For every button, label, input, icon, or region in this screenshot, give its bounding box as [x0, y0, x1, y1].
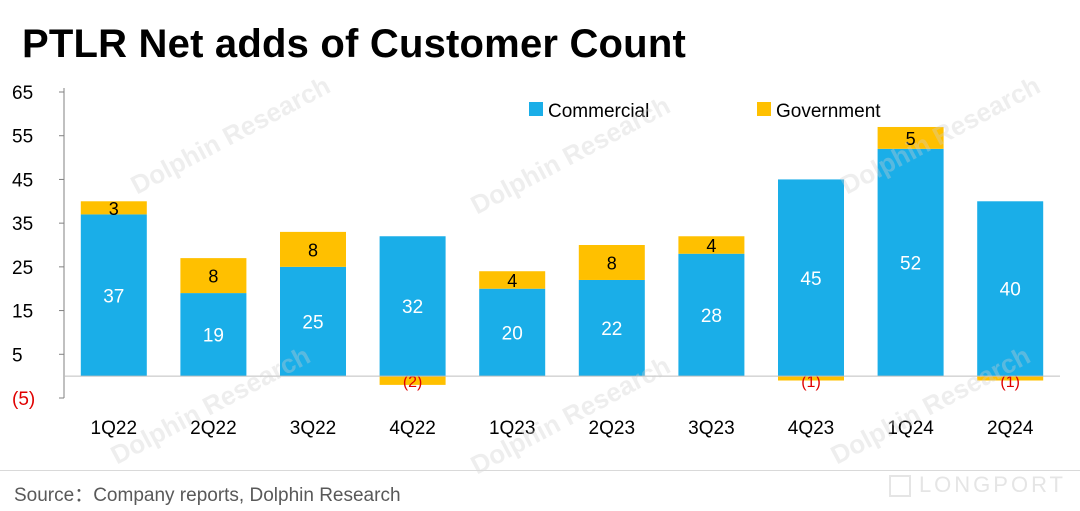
data-label-government: 8: [208, 267, 218, 287]
data-label-government: 5: [906, 129, 916, 149]
y-tick-label: 25: [12, 258, 33, 279]
data-label-government: 3: [109, 199, 119, 219]
data-label-government: 4: [507, 271, 517, 291]
bar-commercial: [379, 236, 446, 377]
data-label-commercial: 45: [800, 269, 821, 290]
footer-divider: [0, 470, 1080, 471]
legend-label-government: Government: [776, 101, 881, 122]
x-tick-label: 1Q22: [91, 418, 137, 439]
bar-government: [977, 376, 1044, 381]
y-tick-label: (5): [12, 389, 35, 410]
data-label-government: 8: [607, 253, 617, 273]
brand-logo-icon: [888, 475, 911, 498]
data-label-government: 8: [308, 240, 318, 260]
data-label-government: 4: [706, 236, 716, 256]
bar-government: [678, 236, 745, 254]
x-tick-label: 2Q24: [987, 418, 1034, 439]
legend: Commercial Government: [529, 101, 881, 122]
y-tick-label: 45: [12, 170, 33, 191]
data-label-commercial: 52: [900, 253, 921, 274]
bar-commercial: [578, 279, 645, 377]
data-label-government: (1): [1000, 374, 1020, 391]
x-tick-label: 4Q22: [389, 418, 435, 439]
bar-government: [280, 231, 346, 267]
brand-logo-text: LONGPORT: [918, 472, 1066, 497]
legend-swatch-government: [757, 102, 771, 116]
x-tick-label: 3Q23: [688, 418, 734, 439]
x-tick-label: 1Q23: [489, 418, 535, 439]
bar-commercial: [479, 288, 546, 377]
bar-government: [180, 258, 247, 294]
bar-commercial: [80, 214, 147, 377]
y-tick-label: 65: [12, 83, 33, 104]
legend-swatch-commercial: [529, 102, 543, 116]
bar-commercial: [678, 253, 745, 377]
data-label-commercial: 19: [203, 326, 224, 347]
bar-commercial: [180, 293, 247, 377]
source-note: Source：Company reports, Dolphin Research: [14, 485, 401, 506]
bar-commercial: [877, 148, 944, 377]
data-label-commercial: 37: [103, 286, 124, 307]
data-label-government: (2): [403, 374, 423, 391]
legend-label-commercial: Commercial: [548, 101, 649, 122]
data-label-government: (1): [801, 374, 821, 391]
bar-commercial: [778, 179, 844, 377]
bar-commercial: [280, 266, 346, 377]
brand-logo: LONGPORT: [888, 472, 1066, 498]
data-label-commercial: 28: [701, 306, 722, 327]
y-tick-label: 5: [12, 345, 23, 366]
bars-layer: 37 3 19 8 25 8 32 (2) 20 4 22 8 28 4 45 (1) 52 5 40 (1): [80, 126, 1044, 391]
chart-title: PTLR Net adds of Customer Count: [22, 22, 686, 66]
y-tick-label: 15: [12, 302, 33, 323]
bar-government: [80, 201, 147, 215]
bar-government: [479, 271, 546, 289]
x-tick-label: 1Q24: [887, 418, 934, 439]
y-tick-label: 55: [12, 127, 33, 148]
y-tick-label: 35: [12, 214, 33, 235]
data-label-commercial: 22: [601, 319, 622, 340]
x-tick-label: 2Q23: [589, 418, 635, 439]
bar-government: [877, 126, 944, 149]
x-tick-label: 2Q22: [190, 418, 236, 439]
x-tick-label: 4Q23: [788, 418, 834, 439]
data-label-commercial: 40: [1000, 280, 1021, 301]
data-label-commercial: 25: [302, 313, 323, 334]
bar-government: [778, 376, 844, 381]
bar-commercial: [977, 201, 1044, 377]
data-label-commercial: 20: [502, 323, 523, 344]
bar-government: [578, 245, 645, 280]
data-label-commercial: 32: [402, 297, 423, 318]
x-tick-label: 3Q22: [290, 418, 336, 439]
bar-government: [379, 376, 446, 385]
